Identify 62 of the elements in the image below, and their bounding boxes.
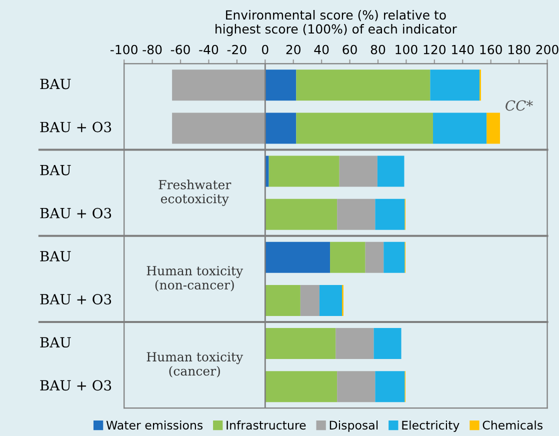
bar [430,70,480,101]
x-tick-label: 80 [370,44,386,54]
x-tick-label: 180 [508,44,530,54]
bar [265,198,338,230]
y-tick-label: BAU + O3 [40,122,112,132]
annotation: Human toxicity (cancer) [146,352,244,378]
legend-label: Water emissions [106,420,203,430]
bar [296,112,434,144]
bar [172,70,266,101]
legend-label: Electricity [402,420,460,432]
bar [433,112,487,144]
legend-label: Chemicals [482,420,543,430]
x-tick-label: -80 [142,44,162,54]
bar [336,328,374,360]
x-tick-label: -60 [170,44,190,54]
x-tick-label: 40 [314,44,329,54]
legend-label: Infrastructure [226,420,306,430]
bar [265,70,296,101]
bar [265,371,338,402]
bar [265,112,296,144]
bar [384,242,405,273]
bar [300,284,320,316]
bar [365,242,384,273]
y-tick-label: BAU [40,165,71,176]
bar [319,284,342,316]
bar [375,371,405,402]
x-axis-title: Environmental score (%) relative to highest score (100%) of each indicator [216,10,457,36]
bar [377,156,404,187]
y-tick-label: BAU + O3 [40,380,112,391]
x-tick-label: 200 [536,44,558,54]
y-tick-label: BAU [40,251,71,262]
x-tick-label: 20 [286,44,300,54]
x-tick-label: -100 [110,44,138,54]
x-tick-label: 60 [342,44,357,54]
x-tick-label: 0 [262,44,268,54]
bar [337,198,376,230]
bar [265,242,330,273]
bar [265,328,336,360]
x-tick-label: -20 [227,44,246,54]
bar [330,242,366,273]
bar [339,156,378,187]
y-tick-label: BAU [40,78,71,90]
bar [172,112,266,144]
x-tick-label: 100 [396,44,418,54]
y-tick-label: BAU + O3 [40,294,112,304]
legend-label: Disposal [330,420,378,432]
annotation: Human toxicity (non-cancer) [146,266,244,292]
x-tick-label: 120 [424,44,446,54]
bar [268,156,340,187]
bar [486,112,500,144]
bar [265,284,300,316]
x-tick-label: 160 [480,44,502,54]
annotation: Freshwater ecotoxicity [158,180,232,206]
annotation: CC* [506,100,533,111]
y-tick-label: BAU [40,337,71,348]
y-tick-label: BAU + O3 [40,208,112,218]
x-tick-label: 140 [452,44,474,54]
bar [296,70,430,101]
bar [375,198,405,230]
x-tick-label: -40 [199,44,218,54]
bar [374,328,402,360]
bar [337,371,376,402]
